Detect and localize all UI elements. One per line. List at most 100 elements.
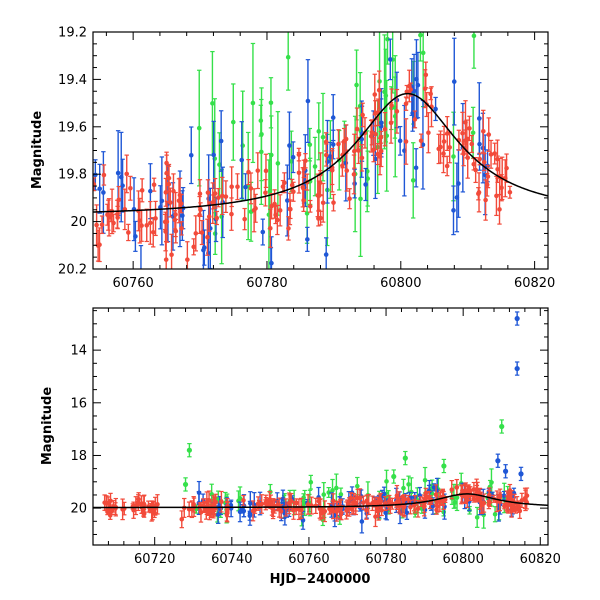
top-data-point xyxy=(193,215,199,252)
top-x-tick-label: 60800 xyxy=(380,276,421,291)
bottom-x-tick-label: 60760 xyxy=(288,552,329,567)
top-data-point xyxy=(250,42,256,164)
top-data-point xyxy=(235,173,240,201)
top-data-point xyxy=(128,175,133,201)
top-data-point xyxy=(275,111,281,216)
bottom-outlier-point xyxy=(182,477,189,492)
bottom-panel-frame xyxy=(92,307,549,546)
top-data-point xyxy=(372,73,378,116)
bottom-outlier-point xyxy=(441,458,447,474)
bottom-series-0 xyxy=(102,478,530,529)
top-y-tick-label: 20 xyxy=(70,215,87,230)
top-data-point xyxy=(282,172,287,194)
top-data-point xyxy=(410,142,416,219)
bottom-outlier-point xyxy=(495,453,501,468)
top-data-point xyxy=(197,195,202,234)
top-data-point xyxy=(331,193,336,212)
bottom-data-point xyxy=(293,503,299,515)
top-data-point xyxy=(307,199,313,213)
top-data-point xyxy=(101,164,107,186)
top-data-point xyxy=(290,141,296,174)
bottom-data-point xyxy=(179,510,185,529)
top-data-point xyxy=(296,147,302,162)
top-data-point xyxy=(218,110,224,172)
top-data-point xyxy=(486,117,492,152)
top-data-point xyxy=(260,218,266,246)
top-data-point xyxy=(483,179,488,221)
top-data-point xyxy=(497,194,502,225)
top-data-point xyxy=(412,110,418,129)
top-data-point xyxy=(397,125,403,156)
top-data-point xyxy=(336,129,341,159)
top-data-point xyxy=(285,32,291,91)
top-data-point xyxy=(318,210,323,226)
bottom-data-point xyxy=(353,494,359,512)
bottom-data-point xyxy=(507,483,513,498)
top-data-point xyxy=(481,153,487,172)
top-data-point xyxy=(469,134,475,154)
top-data-point xyxy=(97,163,103,214)
top-data-point xyxy=(444,116,450,152)
top-data-point xyxy=(291,181,296,202)
bottom-data-point xyxy=(348,492,354,504)
top-panel-ticks: 60760 60780 60800 60820 19.2 19.4 19.6 19.8 20 20… xyxy=(58,26,555,292)
top-data-point xyxy=(230,83,236,161)
bottom-data-point xyxy=(361,495,366,510)
top-data-point xyxy=(124,154,130,194)
top-data-point xyxy=(441,133,446,174)
bottom-data-point xyxy=(406,475,411,494)
bottom-data-point xyxy=(105,508,110,516)
top-data-point xyxy=(433,96,438,122)
bottom-data-point xyxy=(349,503,355,515)
bottom-data-point xyxy=(359,509,365,534)
top-x-tick-label: 60760 xyxy=(112,276,153,291)
top-data-point xyxy=(164,154,169,192)
top-data-point xyxy=(476,82,482,155)
top-data-point xyxy=(211,120,216,189)
top-data-point xyxy=(202,229,207,266)
top-data-point xyxy=(426,112,431,154)
top-data-point xyxy=(375,143,381,166)
bottom-data-point xyxy=(305,494,311,515)
bottom-data-point xyxy=(454,478,460,496)
top-data-point xyxy=(467,115,472,142)
top-data-point xyxy=(180,190,185,241)
top-data-point xyxy=(323,132,329,152)
bottom-data-point xyxy=(373,506,378,528)
bottom-x-tick-label: 60800 xyxy=(442,552,483,567)
top-data-point xyxy=(422,69,428,109)
top-panel-y-axis-label: Magnitude xyxy=(30,111,45,190)
bottom-data-point xyxy=(330,493,336,509)
top-data-point xyxy=(99,215,105,235)
top-data-point xyxy=(196,69,202,187)
top-x-tick-label: 60780 xyxy=(246,276,287,291)
top-data-point xyxy=(205,218,210,256)
top-data-point xyxy=(206,201,212,232)
bottom-data-point xyxy=(344,501,349,520)
bottom-panel-plot-area xyxy=(93,311,548,534)
bottom-panel-ticks: 60720 60740 60760 60780 60800 60820 14 16 18 20 xyxy=(70,308,561,567)
top-data-point xyxy=(476,172,482,213)
top-data-point xyxy=(179,221,184,236)
top-data-point xyxy=(144,208,150,243)
top-data-point xyxy=(428,87,433,101)
bottom-x-tick-label: 60820 xyxy=(520,552,561,567)
top-data-point xyxy=(273,205,278,225)
bottom-y-tick-label: 18 xyxy=(70,449,87,464)
top-data-point xyxy=(120,158,125,213)
top-data-point xyxy=(139,178,145,203)
top-y-tick-label: 19.2 xyxy=(58,26,87,41)
bottom-data-point xyxy=(357,488,363,508)
top-data-point xyxy=(387,38,393,81)
bottom-data-point xyxy=(492,506,498,523)
top-data-point xyxy=(388,101,394,144)
top-data-point xyxy=(178,193,184,214)
bottom-panel-x-axis-label: HJD−2400000 xyxy=(270,572,371,587)
bottom-data-point xyxy=(316,497,322,506)
top-series-1 xyxy=(93,37,490,269)
top-panel-plot-area xyxy=(93,32,548,269)
top-data-point xyxy=(287,111,292,180)
bottom-outlier-point xyxy=(502,464,509,479)
top-data-point xyxy=(191,238,197,256)
